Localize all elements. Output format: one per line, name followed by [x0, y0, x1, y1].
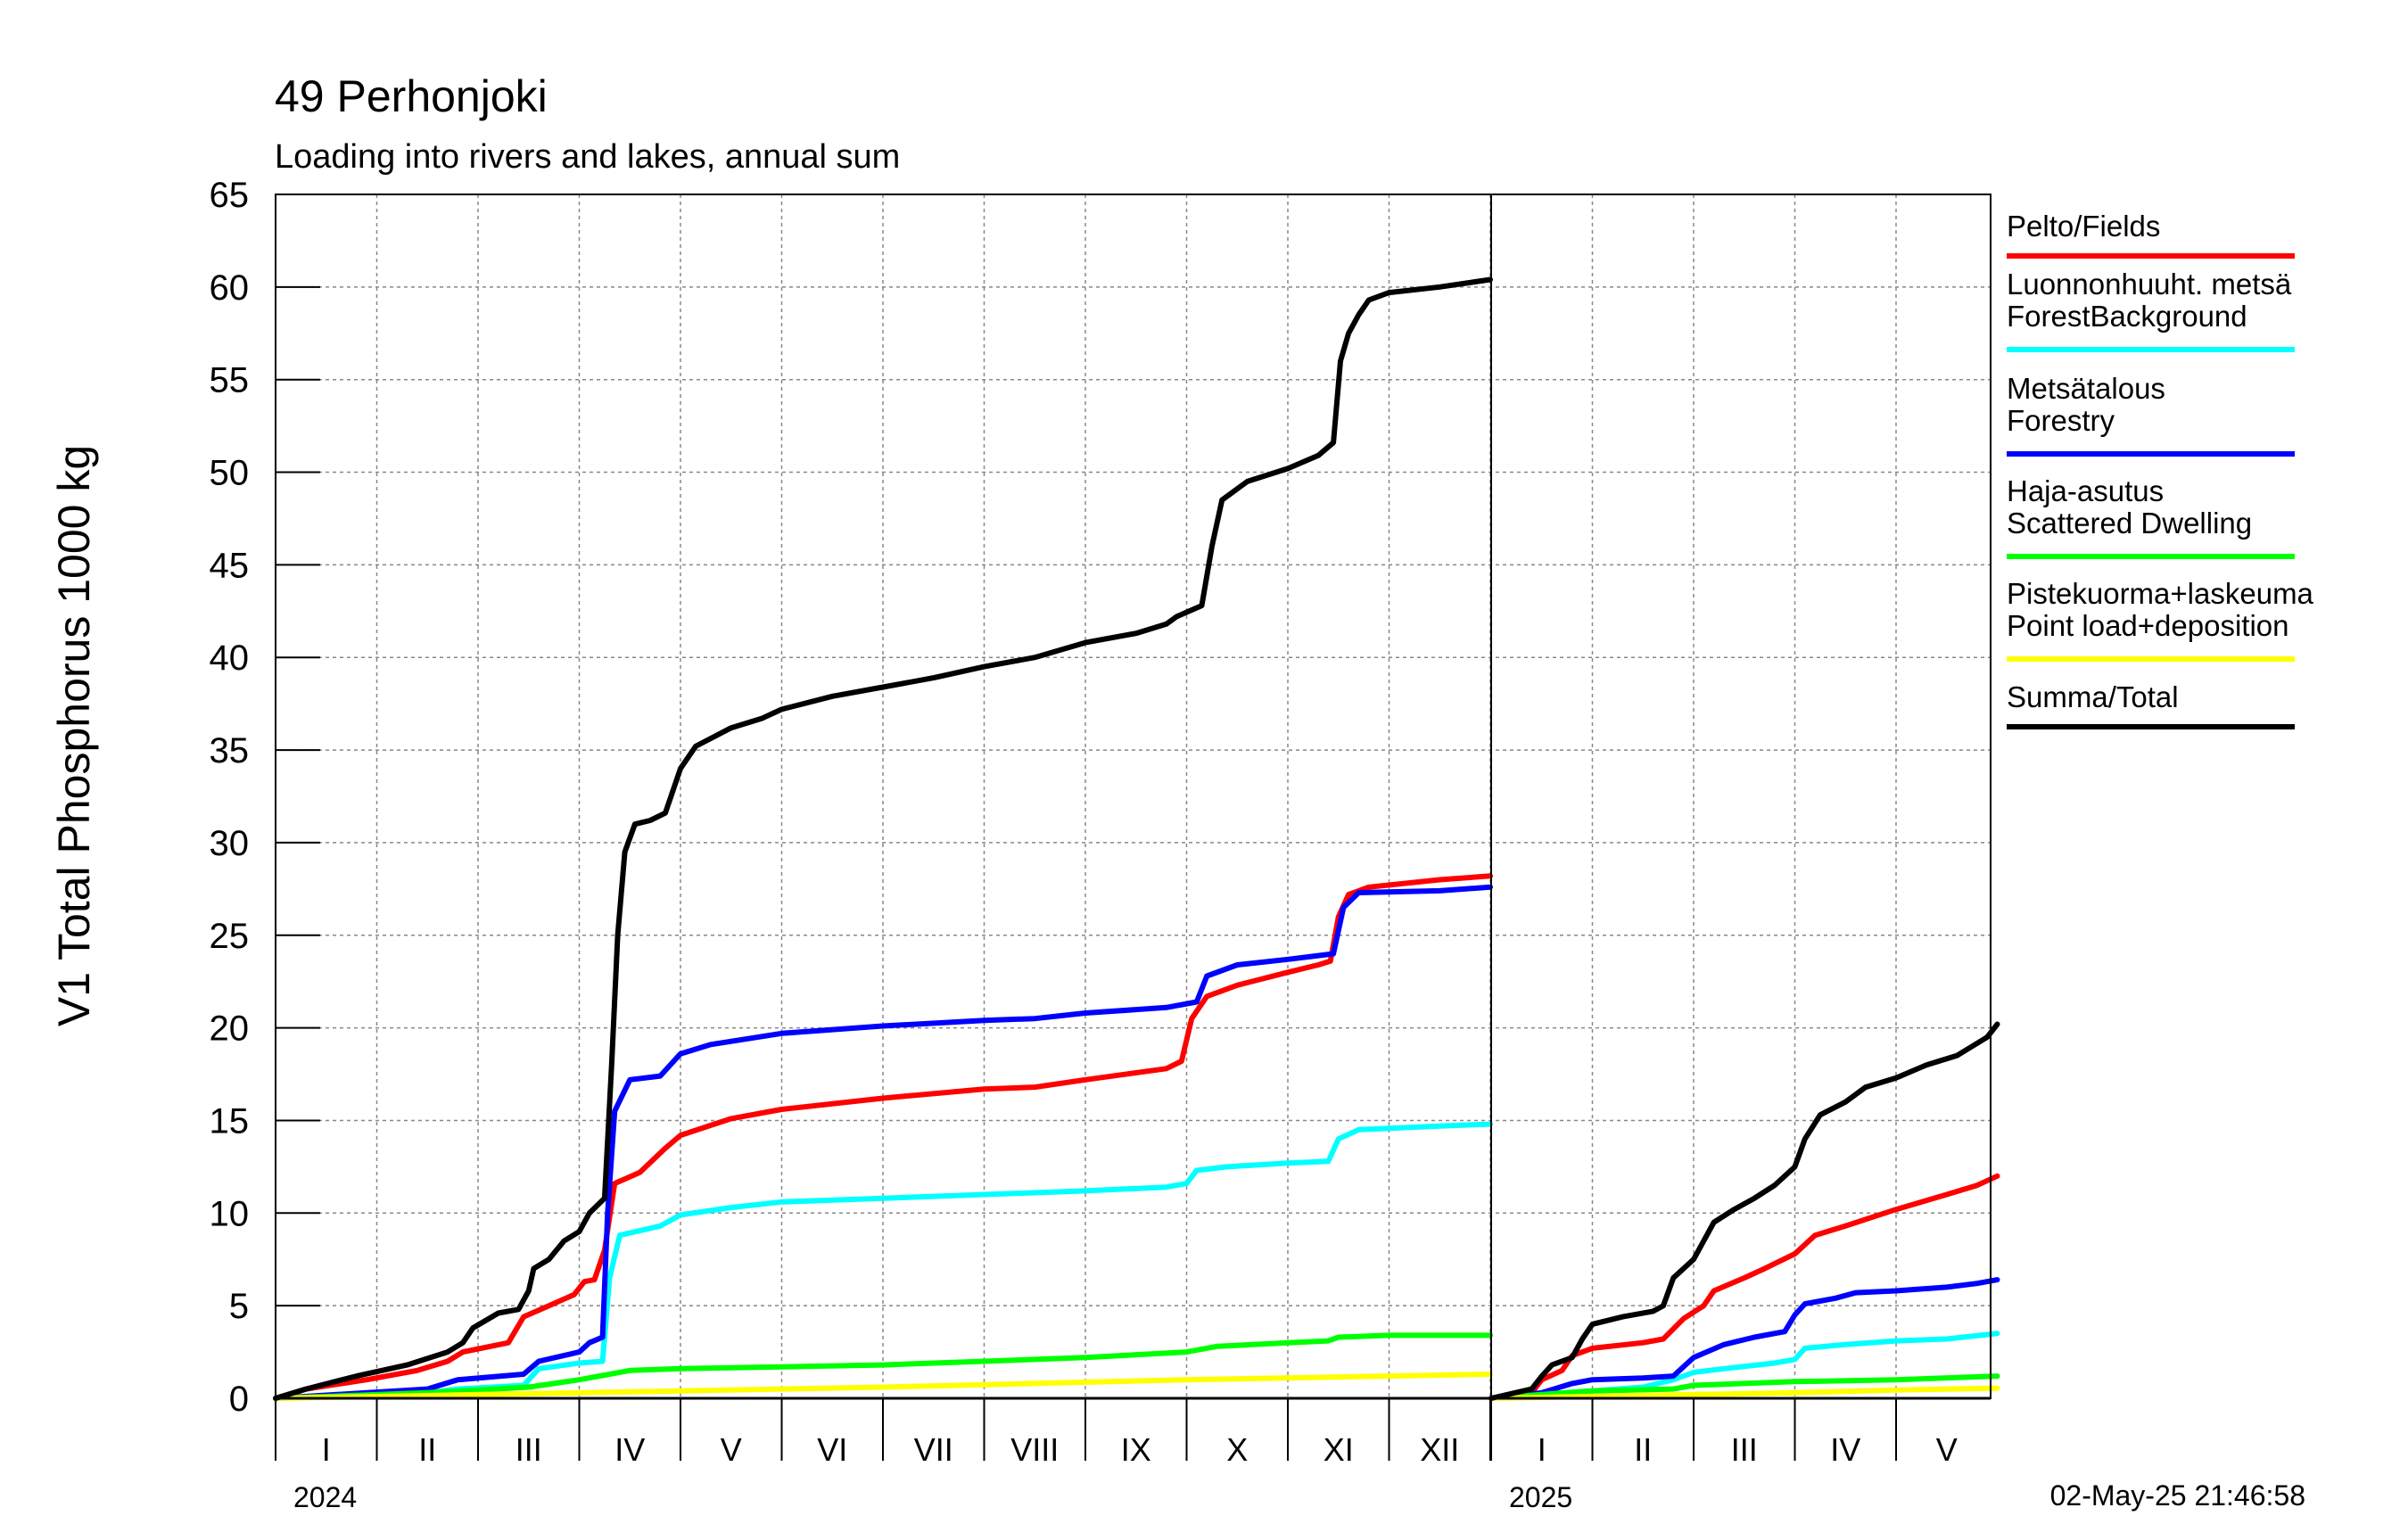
- series-line: [1489, 1277, 2000, 1401]
- month-label: IX: [1121, 1431, 1151, 1468]
- series-line: [1489, 1385, 2000, 1401]
- chart-title: 49 Perhonjoki: [275, 71, 548, 121]
- y-tick-label: 5: [229, 1287, 249, 1326]
- y-tick-label: 25: [210, 917, 250, 956]
- month-label: XI: [1324, 1431, 1354, 1468]
- year-label: 2025: [1509, 1481, 1572, 1513]
- legend-label: Point load+deposition: [2007, 609, 2289, 642]
- y-tick-label: 60: [210, 268, 250, 308]
- legend-label: ForestBackground: [2007, 300, 2247, 333]
- legend-label: Luonnonhuuht. metsä: [2007, 268, 2292, 301]
- y-axis-label: V1 Total Phosphorus 1000 kg: [49, 445, 99, 1026]
- series-line: [1489, 1373, 2000, 1401]
- y-tick-label: 20: [210, 1009, 250, 1049]
- series-lines: [273, 276, 2000, 1401]
- month-label: IV: [1830, 1431, 1860, 1468]
- series-line: [1489, 1021, 2000, 1401]
- y-tick-label: 10: [210, 1194, 250, 1233]
- series-line: [273, 1332, 1493, 1401]
- series-line: [273, 884, 1493, 1401]
- year-label: 2024: [293, 1481, 357, 1513]
- y-tick-label: 45: [210, 546, 250, 585]
- month-label: V: [721, 1431, 742, 1468]
- legend-label: Scattered Dwelling: [2007, 507, 2252, 540]
- y-tick-label: 0: [229, 1380, 249, 1419]
- series-line: [273, 873, 1493, 1401]
- legend-label: Metsätalous: [2007, 372, 2165, 405]
- legend-label: Pistekuorma+laskeuma: [2007, 577, 2314, 610]
- y-tick-label: 35: [210, 731, 250, 770]
- month-label: III: [1731, 1431, 1758, 1468]
- month-label: II: [1634, 1431, 1652, 1468]
- timestamp: 02-May-25 21:46:58: [2050, 1479, 2305, 1512]
- grid-lines: [275, 194, 1991, 1399]
- y-tick-label: 55: [210, 361, 250, 400]
- legend-label: Pelto/Fields: [2007, 210, 2160, 243]
- legend-label: Summa/Total: [2007, 680, 2179, 713]
- y-tick-label: 65: [210, 176, 250, 215]
- y-tick-label: 30: [210, 824, 250, 863]
- month-label: IV: [614, 1431, 645, 1468]
- month-label: I: [322, 1431, 331, 1468]
- month-label: VIII: [1010, 1431, 1059, 1468]
- series-line: [1489, 1173, 2000, 1401]
- plot-frame: [275, 194, 1992, 1399]
- series-line: [273, 276, 1493, 1401]
- month-label: X: [1226, 1431, 1248, 1468]
- y-tick-label: 15: [210, 1101, 250, 1141]
- y-tick-label: 50: [210, 454, 250, 493]
- legend-label: Forestry: [2007, 404, 2115, 437]
- month-label: VII: [914, 1431, 953, 1468]
- month-label: III: [515, 1431, 542, 1468]
- month-label: II: [418, 1431, 436, 1468]
- month-label: I: [1538, 1431, 1546, 1468]
- month-label: V: [1936, 1431, 1958, 1468]
- legend-label: Haja-asutus: [2007, 474, 2164, 507]
- series-line: [273, 1372, 1493, 1401]
- month-label: XII: [1420, 1431, 1459, 1468]
- chart-subtitle: Loading into rivers and lakes, annual su…: [275, 138, 900, 176]
- month-label: VI: [817, 1431, 847, 1468]
- legend: Pelto/Fields Luonnonhuuht. metsäForestBac…: [2007, 210, 2314, 729]
- y-tick-label: 40: [210, 639, 250, 678]
- series-line: [273, 1121, 1493, 1401]
